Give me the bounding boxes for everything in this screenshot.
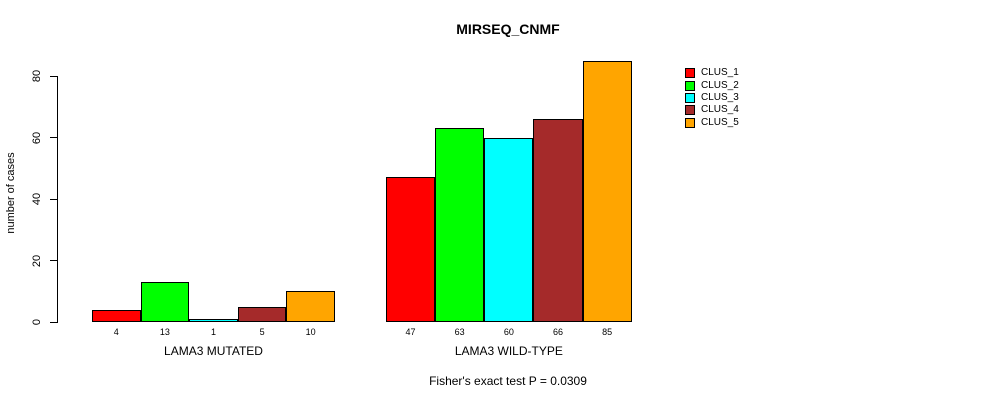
- legend-label: CLUS_3: [701, 91, 739, 103]
- bar-value-label: 10: [305, 327, 316, 337]
- legend-swatch-clus_3: [685, 92, 695, 103]
- legend-item: CLUS_4: [685, 104, 739, 116]
- bar-clus_2-wild-type: [435, 128, 485, 322]
- y-axis-label: number of cases: [5, 152, 17, 234]
- legend-item: CLUS_1: [685, 67, 739, 79]
- legend-swatch-clus_2: [685, 80, 695, 91]
- legend: CLUS_1 CLUS_2 CLUS_3 CLUS_4 CLUS_5: [685, 67, 739, 129]
- bar-clus_5-wild-type: [582, 60, 632, 322]
- legend-label: CLUS_4: [701, 104, 739, 116]
- legend-item: CLUS_3: [685, 92, 739, 104]
- bar-clus_3-wild-type: [484, 137, 534, 322]
- y-tick-mark: [50, 75, 58, 77]
- legend-label: CLUS_2: [701, 79, 739, 91]
- bar-value-label: 85: [602, 327, 613, 337]
- bar-value-label: 63: [454, 327, 465, 337]
- bar-value-label: 66: [552, 327, 563, 337]
- bar-value-label: 13: [159, 327, 170, 337]
- bar-clus_3-mutated: [189, 318, 238, 322]
- legend-item: CLUS_5: [685, 116, 739, 128]
- bar-value-label: 1: [210, 327, 216, 337]
- chart-title: MIRSEQ_CNMF: [456, 21, 560, 37]
- legend-label: CLUS_1: [701, 67, 739, 79]
- legend-swatch-clus_5: [685, 117, 695, 128]
- bar-clus_4-wild-type: [533, 119, 583, 322]
- legend-item: CLUS_2: [685, 79, 739, 91]
- bar-value-label: 5: [259, 327, 265, 337]
- bar-clus_1-wild-type: [386, 177, 436, 322]
- bar-clus_4-mutated: [237, 306, 287, 322]
- fisher-test-annotation: Fisher's exact test P = 0.0309: [429, 374, 587, 388]
- y-tick-label: 60: [31, 131, 43, 144]
- bar-value-label: 4: [113, 327, 119, 337]
- bar-clus_2-mutated: [140, 282, 190, 322]
- legend-swatch-clus_1: [685, 68, 695, 79]
- y-tick-mark: [50, 321, 58, 323]
- y-tick-label: 80: [31, 69, 43, 83]
- legend-swatch-clus_4: [685, 105, 695, 116]
- y-tick-label: 0: [31, 318, 43, 326]
- y-tick-mark: [50, 198, 58, 200]
- y-tick-mark: [50, 260, 58, 261]
- y-tick-label: 40: [31, 192, 43, 206]
- x-category-label: LAMA3 MUTATED: [164, 344, 263, 358]
- bar-value-label: 60: [503, 327, 514, 337]
- y-tick-mark: [50, 137, 58, 138]
- bar-clus_5-mutated: [286, 291, 335, 322]
- legend-label: CLUS_5: [701, 116, 739, 128]
- y-tick-label: 20: [31, 254, 43, 267]
- bar-clus_1-mutated: [92, 309, 141, 322]
- x-category-label: LAMA3 WILD-TYPE: [454, 344, 563, 358]
- bar-value-label: 47: [405, 327, 416, 337]
